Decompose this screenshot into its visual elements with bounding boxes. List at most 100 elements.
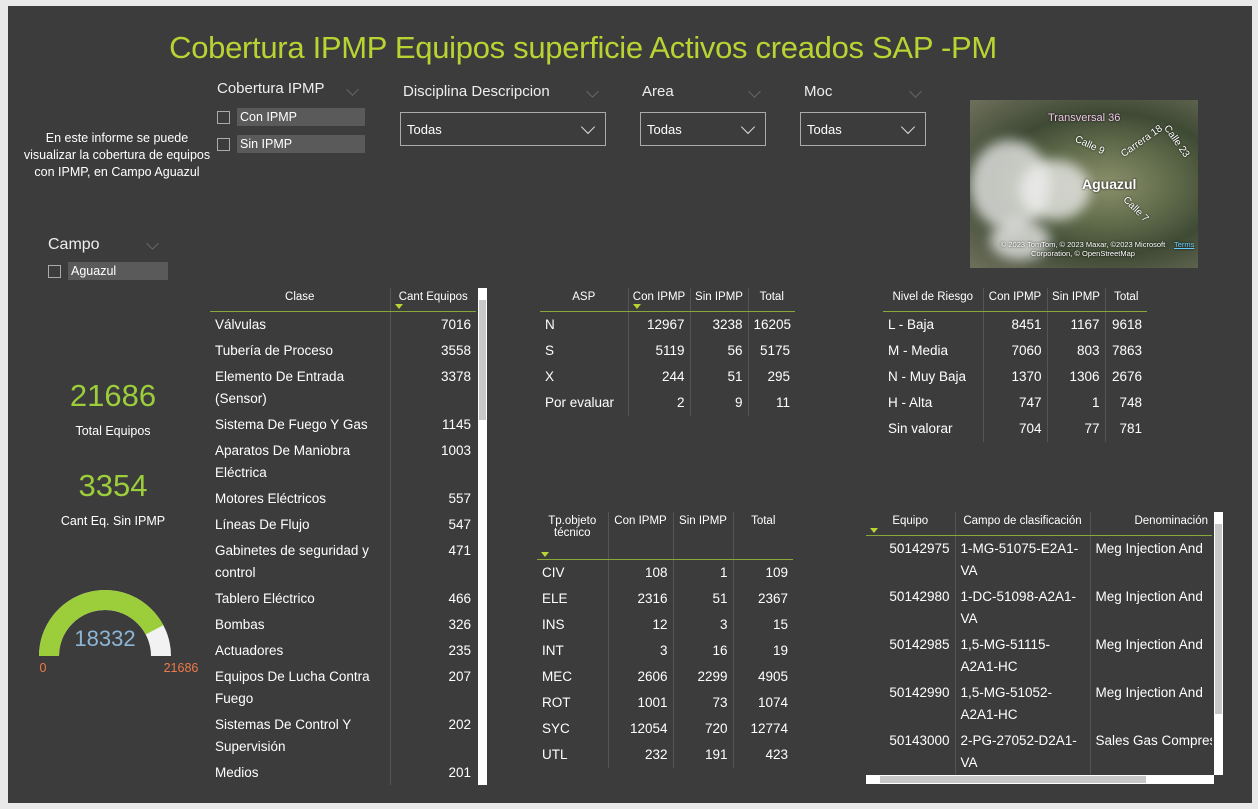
report-title: Cobertura IPMP Equipos superficie Activo… — [169, 30, 997, 65]
dropdown[interactable]: Todas — [640, 112, 766, 146]
column-header[interactable]: Sin IPMP — [689, 288, 748, 312]
table-visual: Tp.objeto técnico Con IPMP Sin IPMP Total CI… — [537, 512, 793, 768]
slicer-chevron[interactable] — [748, 85, 761, 98]
header-text: ASP — [572, 291, 596, 303]
column-header[interactable]: Nivel de Riesgo — [883, 288, 983, 312]
table-cell: 9618 — [1104, 311, 1147, 338]
checkbox[interactable] — [217, 138, 230, 151]
column-header[interactable]: Equipo — [866, 512, 955, 536]
slicer-chevron[interactable] — [146, 237, 159, 250]
table-cell: Elemento De Entrada (Sensor) — [215, 369, 345, 406]
table-row: INS 12 3 15 — [537, 612, 793, 638]
table-cell: 4905 — [732, 664, 793, 690]
table-cell: 244 — [627, 364, 690, 390]
table-cell: 748 — [1104, 390, 1147, 416]
table-row: H - Alta 747 1 748 — [883, 390, 1147, 416]
table-cell: CIV — [542, 565, 565, 580]
kpi-value: 21686 — [69, 378, 157, 413]
column-header[interactable]: Sin IPMP — [1046, 288, 1105, 312]
column-header[interactable]: Sin IPMP — [672, 512, 733, 560]
map-terms[interactable]: Terms — [1174, 240, 1195, 249]
table-cell: 2606 — [607, 664, 673, 690]
table-cell: 12054 — [607, 716, 673, 742]
column-header[interactable]: Total — [732, 512, 793, 560]
table-row: 50143000 2-PG-27052-D2A1-VA Sales Gas Comp… — [866, 728, 1212, 776]
scrollbar-thumb[interactable] — [880, 776, 1146, 783]
column-header[interactable]: Clase — [210, 288, 390, 312]
column-header[interactable]: Con IPMP — [982, 288, 1047, 312]
table-row: 50142980 1-DC-51098-A2A1-VA Meg Injection … — [866, 584, 1212, 632]
slicer-title: Cobertura IPMP — [217, 80, 325, 97]
table-row: Elemento De Entrada (Sensor) 3378 — [210, 364, 476, 412]
table-cell: X — [545, 369, 555, 384]
column-header[interactable]: Con IPMP — [627, 288, 690, 312]
table-cell: 1,5-MG-51115-A2A1-HC — [954, 632, 1090, 680]
table-cell: 2299 — [672, 664, 733, 690]
slicer-option[interactable]: Aguazul — [48, 262, 168, 280]
table-row: INT 3 16 19 — [537, 638, 793, 664]
table-cell: INT — [542, 643, 564, 658]
table-cell: 547 — [389, 512, 476, 538]
checkbox[interactable] — [48, 265, 61, 278]
table-cell: 15 — [732, 612, 793, 638]
slicer-chevron[interactable] — [346, 83, 359, 96]
table-cell: 16205 — [747, 311, 795, 338]
column-header[interactable]: ASP — [540, 288, 628, 312]
table-row: Equipos De Lucha Contra Fuego 207 — [210, 664, 476, 712]
dropdown-value: Todas — [407, 122, 442, 137]
map-label: Aguazul — [1082, 176, 1137, 192]
table-cell: SYC — [542, 721, 570, 736]
scrollbar[interactable] — [478, 288, 487, 785]
table-visual: Clase Cant Equipos Válvulas 7016 Tubería de … — [210, 288, 476, 785]
gauge-max: 21686 — [164, 661, 199, 675]
table-cell: 557 — [389, 486, 476, 512]
table-cell: 1-DC-51098-A2A1-VA — [954, 584, 1090, 632]
table-visual: Nivel de Riesgo Con IPMP Sin IPMP Total L - … — [883, 288, 1147, 442]
column-header[interactable]: Campo de clasificación — [954, 512, 1090, 536]
table-cell: 747 — [982, 390, 1047, 416]
header-text: Nivel de Riesgo — [892, 291, 974, 303]
table-cell: 50142980 — [889, 589, 950, 604]
column-header[interactable]: Denominación — [1089, 512, 1212, 536]
map[interactable]: Transversal 36 Calle 9 Carrera 18 Calle … — [970, 100, 1198, 268]
table-row: ELE 2316 51 2367 — [537, 586, 793, 612]
column-header[interactable]: Total — [1104, 288, 1147, 312]
slicer-chevron[interactable] — [586, 85, 599, 98]
slicer-chevron[interactable] — [909, 85, 922, 98]
scrollbar-thumb[interactable] — [479, 300, 486, 420]
checkbox[interactable] — [217, 111, 230, 124]
column-header[interactable]: Con IPMP — [607, 512, 673, 560]
table-cell: 466 — [389, 586, 476, 612]
table-cell: 19 — [732, 638, 793, 664]
column-header[interactable]: Tp.objeto técnico — [537, 512, 608, 560]
column-header[interactable]: Cant Equipos — [389, 288, 476, 312]
table-row: Por evaluar 2 9 11 — [540, 390, 795, 416]
header-row: Tp.objeto técnico Con IPMP Sin IPMP Total — [537, 512, 793, 560]
table-cell: ROT — [542, 695, 571, 710]
report-description: En este informe se puede visualizar la c… — [23, 131, 211, 179]
gauge-min: 0 — [40, 661, 47, 675]
table: Clase Cant Equipos Válvulas 7016 Tubería de … — [210, 288, 476, 785]
slicer-option[interactable]: Con IPMP — [217, 108, 365, 126]
table-cell: 12774 — [732, 716, 793, 742]
table-cell: 207 — [389, 664, 476, 712]
table-cell: M - Media — [888, 343, 949, 358]
column-header[interactable]: Total — [747, 288, 795, 312]
dropdown[interactable]: Todas — [800, 112, 926, 146]
table-row: Motores Eléctricos 557 — [210, 486, 476, 512]
table-visual: Equipo Campo de clasificación Denominación… — [866, 512, 1212, 785]
header-text: Con IPMP — [988, 291, 1042, 303]
table-cell: 423 — [732, 742, 793, 768]
scrollbar-thumb[interactable] — [1215, 524, 1222, 714]
table-cell: 12 — [607, 612, 673, 638]
table-cell: 1-MG-51075-E2A1-VA — [954, 535, 1090, 584]
table-body: 50142975 1-MG-51075-E2A1-VA Meg Injection … — [866, 535, 1212, 776]
slicer-option[interactable]: Sin IPMP — [217, 135, 365, 153]
table-cell: Líneas De Flujo — [215, 517, 310, 532]
table: Nivel de Riesgo Con IPMP Sin IPMP Total L - … — [883, 288, 1147, 442]
table-cell: 56 — [689, 338, 748, 364]
table-cell: 11 — [747, 390, 795, 416]
table-head: ASP Con IPMP Sin IPMP Total — [540, 288, 795, 312]
dropdown[interactable]: Todas — [400, 112, 606, 146]
table-cell: Equipos De Lucha Contra Fuego — [215, 669, 370, 706]
